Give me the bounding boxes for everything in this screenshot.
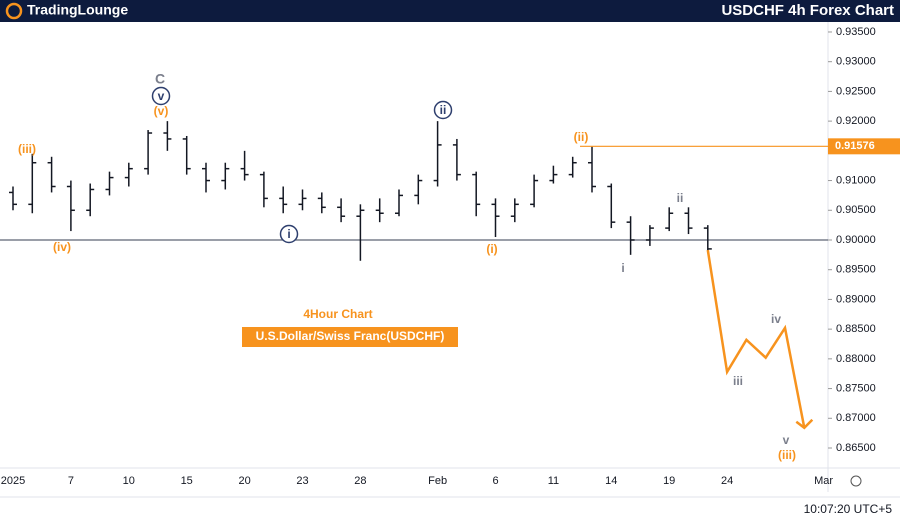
- wave-label: v: [158, 89, 165, 103]
- x-tick-label: 10: [123, 475, 135, 487]
- y-tick-label: 0.88500: [836, 323, 876, 335]
- y-tick-label: 0.92000: [836, 115, 876, 127]
- instrument: U.S.Dollar/Swiss Franc(USDCHF): [256, 329, 445, 343]
- settings-icon[interactable]: [850, 475, 862, 487]
- y-tick-label: 0.93000: [836, 56, 876, 68]
- y-tick-label: 0.90500: [836, 204, 876, 216]
- header-bar: [0, 0, 900, 22]
- y-tick-label: 0.91000: [836, 174, 876, 186]
- y-tick-label: 0.87500: [836, 382, 876, 394]
- y-tick-label: 0.93500: [836, 26, 876, 38]
- logo-icon: [5, 2, 23, 20]
- wave-label: (ii): [574, 130, 589, 144]
- wave-label: v: [783, 433, 790, 447]
- y-tick-label: 0.87000: [836, 412, 876, 424]
- wave-label: iii: [733, 374, 743, 388]
- wave-label: i: [287, 227, 290, 241]
- y-tick-label: 0.90000: [836, 234, 876, 246]
- x-tick-label: 24: [721, 475, 733, 487]
- y-tick-label: 0.89000: [836, 293, 876, 305]
- projection-path: [706, 249, 806, 429]
- y-tick-label: 0.88000: [836, 353, 876, 365]
- wave-label: C: [155, 71, 165, 87]
- wave-label: i: [621, 261, 624, 275]
- price-label-box: [828, 138, 900, 155]
- wave-label: iv: [771, 312, 781, 326]
- y-tick-label: 0.86500: [836, 442, 876, 454]
- x-tick-label: 7: [68, 475, 74, 487]
- x-tick-label: 15: [181, 475, 193, 487]
- x-tick-label: 2025: [1, 475, 25, 487]
- x-tick-label: 20: [238, 475, 250, 487]
- x-tick-label: 11: [548, 475, 559, 487]
- wave-label: ii: [677, 191, 684, 205]
- wave-label: (v): [154, 104, 169, 118]
- logo: TradingLounge: [27, 2, 128, 18]
- price-label: 0.91576: [835, 140, 875, 152]
- wave-circle: [279, 224, 299, 244]
- wave-circle: [151, 86, 171, 106]
- x-tick-label: 23: [296, 475, 308, 487]
- header-title: USDCHF 4h Forex Chart: [721, 2, 894, 19]
- y-tick-label: 0.89500: [836, 264, 876, 276]
- chart-subtitle: 4Hour Chart: [303, 307, 372, 321]
- x-tick-label: Mar: [814, 475, 833, 487]
- x-tick-label: 19: [663, 475, 675, 487]
- instrument-box: [242, 327, 458, 347]
- wave-label: (iii): [778, 448, 796, 462]
- y-tick-label: 0.92500: [836, 85, 876, 97]
- wave-label: (iv): [53, 240, 71, 254]
- wave-circle: [433, 100, 453, 120]
- projection-arrow: [795, 418, 814, 430]
- x-tick-label: 6: [492, 475, 498, 487]
- clock: 10:07:20 UTC+5: [804, 502, 893, 516]
- wave-label: ii: [440, 103, 447, 117]
- wave-label: (i): [486, 242, 497, 256]
- x-tick-label: 28: [354, 475, 366, 487]
- wave-label: (iii): [18, 142, 36, 156]
- x-tick-label: 14: [605, 475, 617, 487]
- x-tick-label: Feb: [428, 475, 447, 487]
